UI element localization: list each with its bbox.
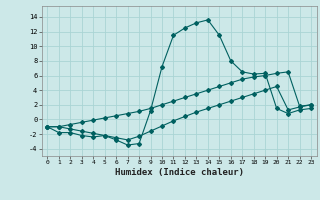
X-axis label: Humidex (Indice chaleur): Humidex (Indice chaleur) <box>115 168 244 177</box>
